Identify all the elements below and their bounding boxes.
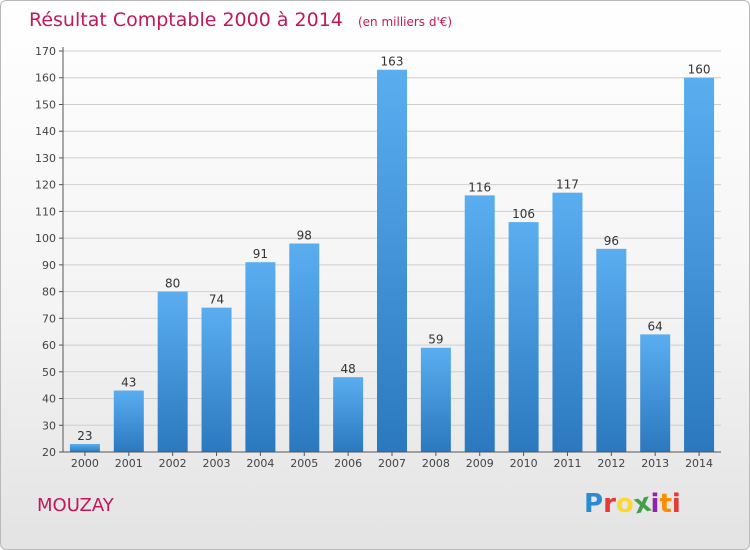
bars: 23 43 80 74 91 98 48 163 59 116 106 117 96 64 160 xyxy=(69,55,715,453)
x-tick-label: 2013 xyxy=(641,457,669,470)
logo-letter: P xyxy=(584,489,604,519)
bar-value-label: 59 xyxy=(428,333,443,347)
logo-letter: o xyxy=(615,489,634,519)
y-tick-label: 90 xyxy=(42,259,56,272)
y-tick-label: 20 xyxy=(42,446,56,459)
bar xyxy=(157,291,188,452)
bar xyxy=(684,77,715,452)
bar xyxy=(420,347,451,452)
y-tick-label: 80 xyxy=(42,286,56,299)
x-tick-label: 2009 xyxy=(466,457,494,470)
y-tick-label: 140 xyxy=(35,125,56,138)
logo-letter: i xyxy=(671,489,681,519)
y-tick-label: 170 xyxy=(35,45,56,58)
x-tick-label: 2004 xyxy=(246,457,274,470)
x-tick-label: 2006 xyxy=(334,457,362,470)
x-axis: 2000 2001 2002 2003 2004 2005 2006 2007 2008 2009… xyxy=(71,452,713,470)
bar xyxy=(289,243,320,452)
bar-value-label: 98 xyxy=(297,228,312,242)
y-tick-label: 120 xyxy=(35,179,56,192)
bar-value-label: 106 xyxy=(512,207,535,221)
bar-value-label: 43 xyxy=(121,376,136,390)
bar-value-label: 48 xyxy=(340,362,355,376)
y-tick-label: 130 xyxy=(35,152,56,165)
bar-value-label: 80 xyxy=(165,277,180,291)
y-tick-label: 50 xyxy=(42,366,56,379)
bar-value-label: 117 xyxy=(556,178,579,192)
x-tick-label: 2003 xyxy=(203,457,231,470)
y-tick-label: 30 xyxy=(42,419,56,432)
bar xyxy=(464,195,495,453)
bar xyxy=(245,262,276,452)
bar xyxy=(377,69,407,453)
bar-value-label: 74 xyxy=(209,293,224,307)
bar-value-label: 64 xyxy=(648,319,663,333)
x-tick-label: 2014 xyxy=(685,457,713,470)
x-tick-label: 2011 xyxy=(553,457,581,470)
bar-value-label: 116 xyxy=(468,180,491,194)
y-axis: 20 30 40 50 60 70 80 90 100 110 120 130 140 150 160 170 xyxy=(35,45,63,459)
proxiti-logo: Proxiti xyxy=(584,488,681,521)
bar xyxy=(596,248,627,452)
bar xyxy=(640,334,671,452)
y-tick-label: 150 xyxy=(35,98,56,111)
logo-letter: i xyxy=(650,489,660,519)
x-tick-label: 2010 xyxy=(510,457,538,470)
bar-value-label: 160 xyxy=(688,63,711,77)
bar xyxy=(508,222,539,452)
bar-value-label: 96 xyxy=(604,234,619,248)
y-tick-label: 60 xyxy=(42,339,56,352)
bar xyxy=(333,377,364,452)
y-tick-label: 160 xyxy=(35,72,56,85)
chart-title: Résultat Comptable 2000 à 2014 xyxy=(29,9,343,31)
x-tick-label: 2007 xyxy=(378,457,406,470)
x-tick-label: 2008 xyxy=(422,457,450,470)
commune-name: MOUZAY xyxy=(37,495,114,516)
y-tick-label: 40 xyxy=(42,393,56,406)
logo-letter: t xyxy=(659,489,672,519)
bar xyxy=(552,192,583,453)
x-tick-label: 2012 xyxy=(597,457,625,470)
x-tick-label: 2005 xyxy=(290,457,318,470)
chart-title-block: Résultat Comptable 2000 à 2014 (en milli… xyxy=(29,9,452,31)
y-tick-label: 100 xyxy=(35,232,56,245)
y-tick-label: 110 xyxy=(35,205,56,218)
x-tick-label: 2000 xyxy=(71,457,99,470)
bar xyxy=(69,443,100,452)
y-tick-label: 70 xyxy=(42,312,56,325)
bar-value-label: 91 xyxy=(253,247,268,261)
logo-letter: r xyxy=(603,489,616,519)
bar xyxy=(201,307,232,452)
bar-value-label: 163 xyxy=(381,55,404,69)
bar xyxy=(113,390,144,452)
x-tick-label: 2002 xyxy=(159,457,187,470)
chart-subtitle: (en milliers d'€) xyxy=(357,15,453,29)
bar-value-label: 23 xyxy=(77,429,92,443)
x-tick-label: 2001 xyxy=(115,457,143,470)
